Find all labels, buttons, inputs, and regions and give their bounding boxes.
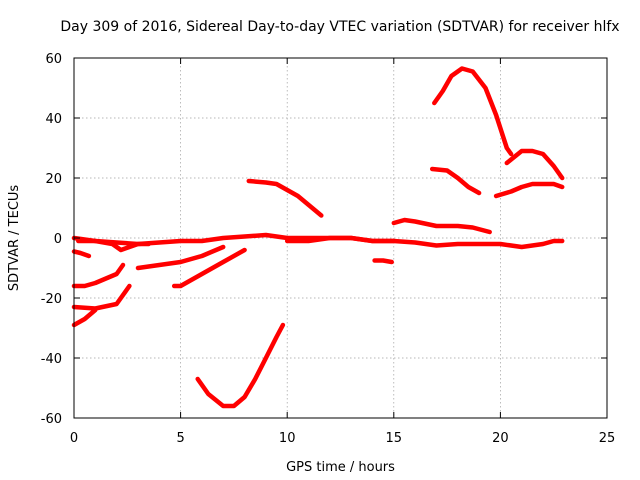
series-group	[71, 66, 565, 409]
series-line-s6	[135, 244, 226, 271]
x-tick-label: 0	[70, 431, 78, 446]
y-tick-label: 20	[45, 172, 62, 187]
series-line-s9	[71, 307, 98, 328]
grid-lines	[74, 58, 607, 418]
series-line-s13	[372, 258, 394, 265]
y-tick-label: -20	[41, 292, 62, 307]
series-line-s5	[71, 262, 126, 289]
y-tick-label: 0	[54, 232, 62, 247]
y-tick-label: -40	[41, 352, 62, 367]
series-line-s15	[432, 66, 514, 157]
series-line-s10	[195, 322, 286, 409]
x-tick-label: 15	[386, 431, 403, 446]
series-line-s3	[284, 235, 565, 250]
series-line-s4	[71, 249, 92, 259]
y-tick-label: 40	[45, 112, 62, 127]
series-line-s17	[493, 181, 565, 199]
y-tick-label: 60	[45, 52, 62, 67]
series-line-s2	[76, 238, 151, 253]
series-line-s11	[246, 178, 324, 218]
series-line-s14	[429, 166, 482, 196]
y-axis-label: SDTVAR / TECUs	[7, 185, 22, 292]
axis-ticks: 0 5 10 15 20 25 -60 -40 -20 0 20 40 60	[41, 52, 616, 446]
x-tick-label: 25	[599, 431, 616, 446]
series-line-s16	[504, 148, 565, 181]
series-line-s12	[391, 217, 492, 235]
x-tick-label: 20	[492, 431, 509, 446]
series-line-s7	[171, 247, 247, 289]
x-axis-label: GPS time / hours	[286, 460, 395, 475]
x-tick-label: 5	[176, 431, 184, 446]
chart-title: Day 309 of 2016, Sidereal Day-to-day VTE…	[60, 19, 619, 35]
x-tick-label: 10	[279, 431, 296, 446]
series-line-s8	[71, 283, 132, 311]
y-tick-label: -60	[41, 412, 62, 427]
